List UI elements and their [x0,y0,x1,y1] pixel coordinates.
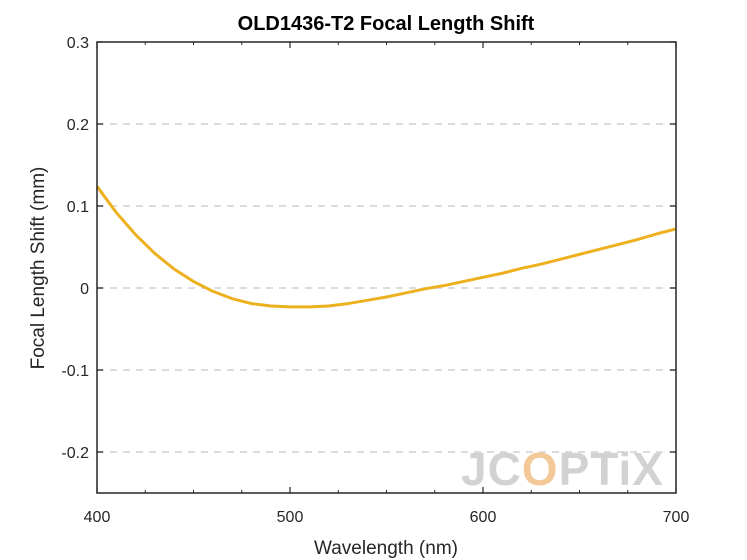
axis-ticks [96,41,677,493]
y-tick-labels: -0.2 -0.1 0 0.1 0.2 0.3 [61,35,89,462]
y-tick-label: 0 [80,281,89,298]
x-tick-label: 600 [470,509,497,526]
watermark-text-start: JC [461,443,522,495]
x-axis-label: Wavelength (nm) [314,538,458,559]
y-tick-label: 0.2 [67,117,89,134]
chart-title: OLD1436-T2 Focal Length Shift [238,13,535,35]
watermark-text-accent: O [522,443,559,495]
y-tick-label: -0.1 [61,363,89,380]
watermark-text-end: PTiX [559,443,664,495]
jcoptix-watermark: JCOPTiX [461,443,664,495]
y-axis-label: Focal Length Shift (mm) [28,167,49,370]
series-line [95,185,677,309]
y-tick-label: -0.2 [61,445,89,462]
y-tick-label: 0.3 [67,35,89,52]
x-tick-label: 400 [84,509,111,526]
x-tick-labels: 400 500 600 700 [84,509,690,526]
svg-text:JCOPTiX: JCOPTiX [461,443,664,495]
x-tick-label: 500 [277,509,304,526]
y-tick-label: 0.1 [67,199,89,216]
x-tick-label: 700 [663,509,690,526]
plot-area-frame [96,41,677,494]
series-layer [95,185,677,309]
grid-lines [97,123,676,453]
